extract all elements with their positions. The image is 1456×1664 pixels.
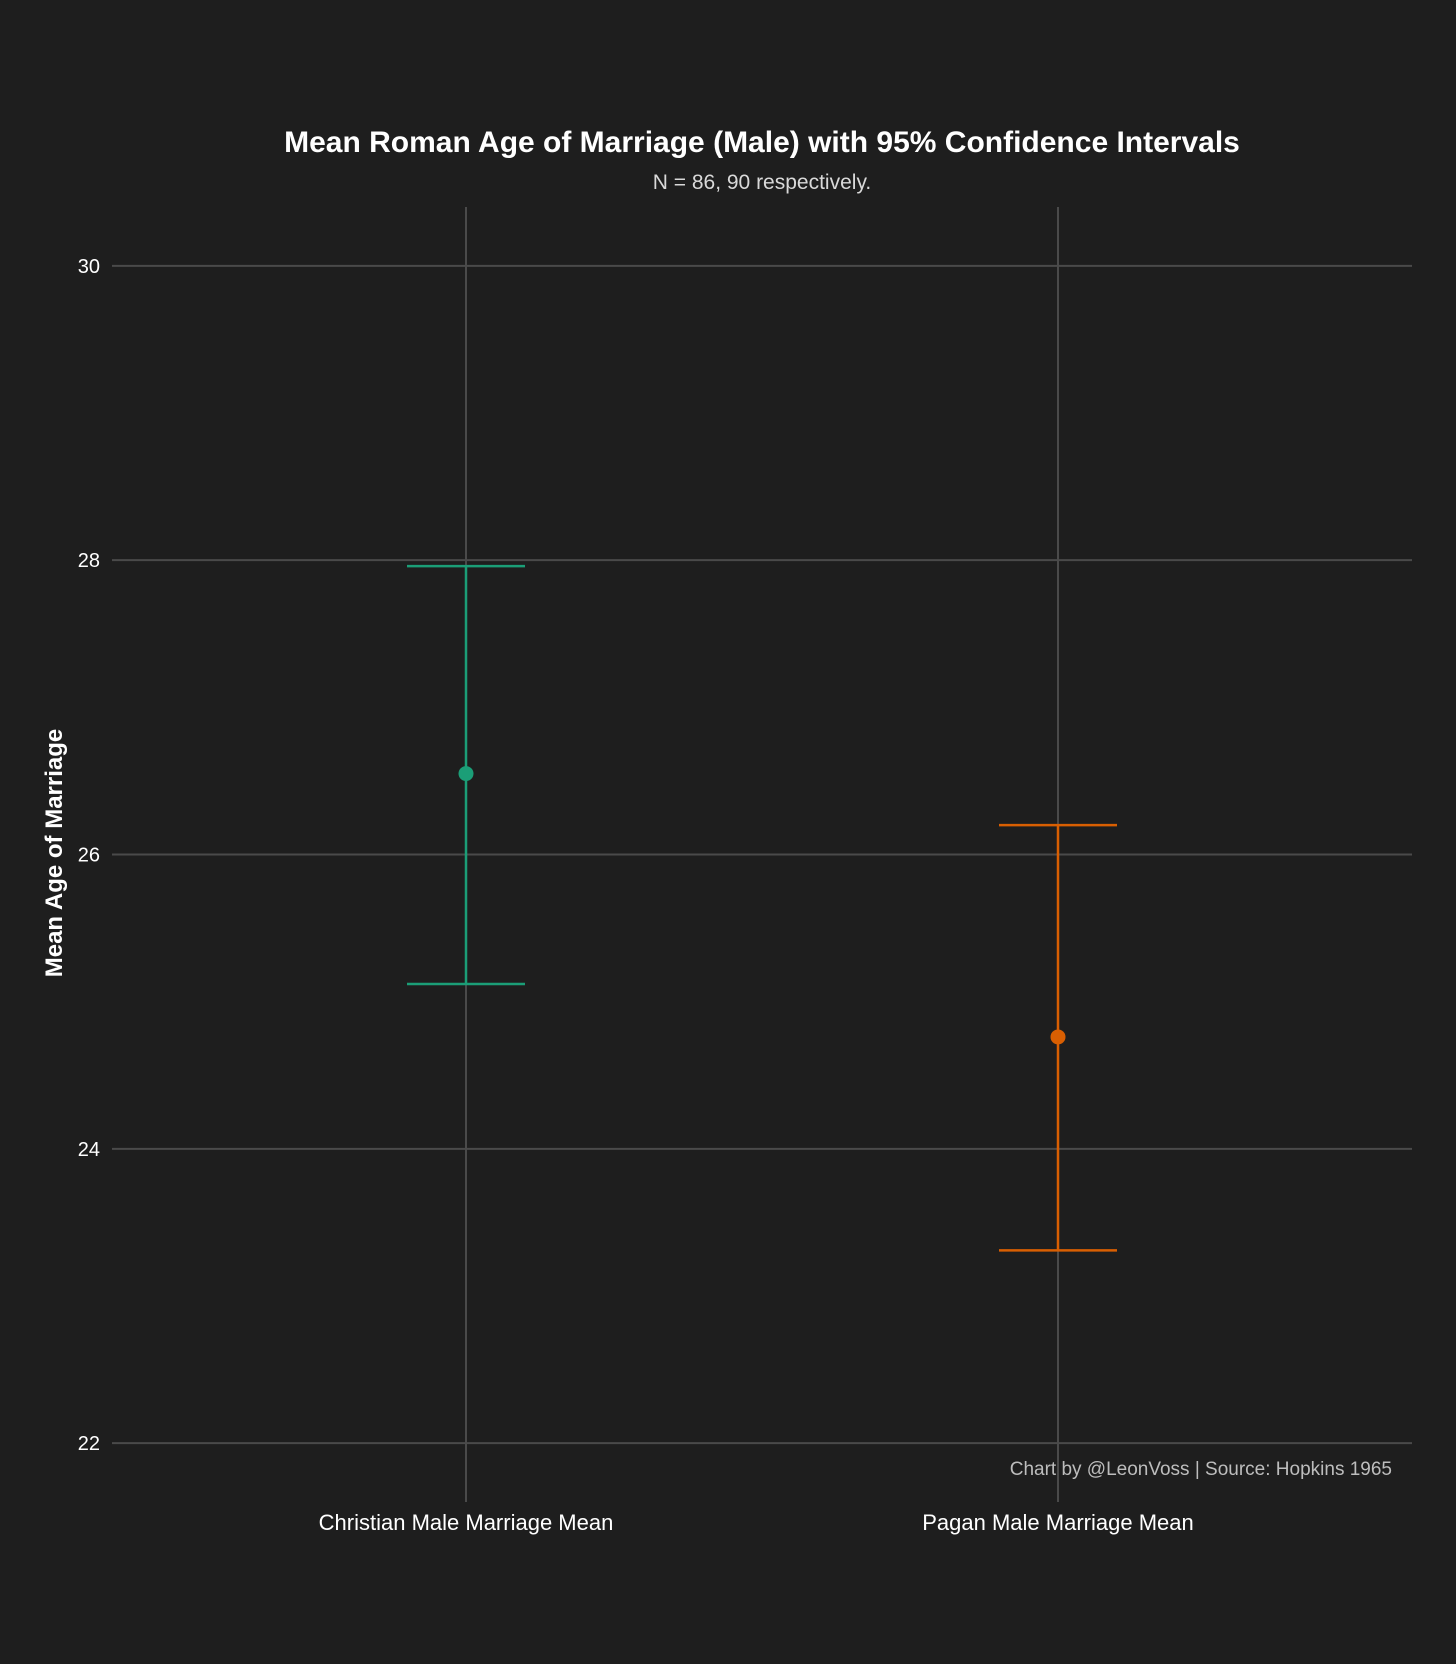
error-bar-series [407,564,1117,1252]
mean-point-2 [1050,1029,1066,1045]
error-bar-2 [999,823,1117,1252]
y-tick-label-30: 30 [78,256,100,278]
mean-point-1 [458,766,474,782]
error-bar-1 [407,564,525,986]
y-tick-label-24: 24 [78,1139,100,1161]
y-tick-label-26: 26 [78,845,100,867]
y-tick-label-22: 22 [78,1433,100,1455]
x-tick-label-2: Pagan Male Marriage Mean [922,1510,1193,1535]
chart-subtitle: N = 86, 90 respectively. [653,171,871,194]
x-tick-label-1: Christian Male Marriage Mean [319,1510,614,1535]
x-axis-ticks: Christian Male Marriage Mean Pagan Male M… [319,1510,1194,1535]
y-tick-label-28: 28 [78,550,100,572]
chart-title: Mean Roman Age of Marriage (Male) with 9… [284,126,1240,159]
chart-caption: Chart by @LeonVoss | Source: Hopkins 196… [1010,1459,1392,1480]
y-axis-ticks: 22 24 26 28 30 [78,256,100,1455]
y-axis-label: Mean Age of Marriage [41,729,68,978]
